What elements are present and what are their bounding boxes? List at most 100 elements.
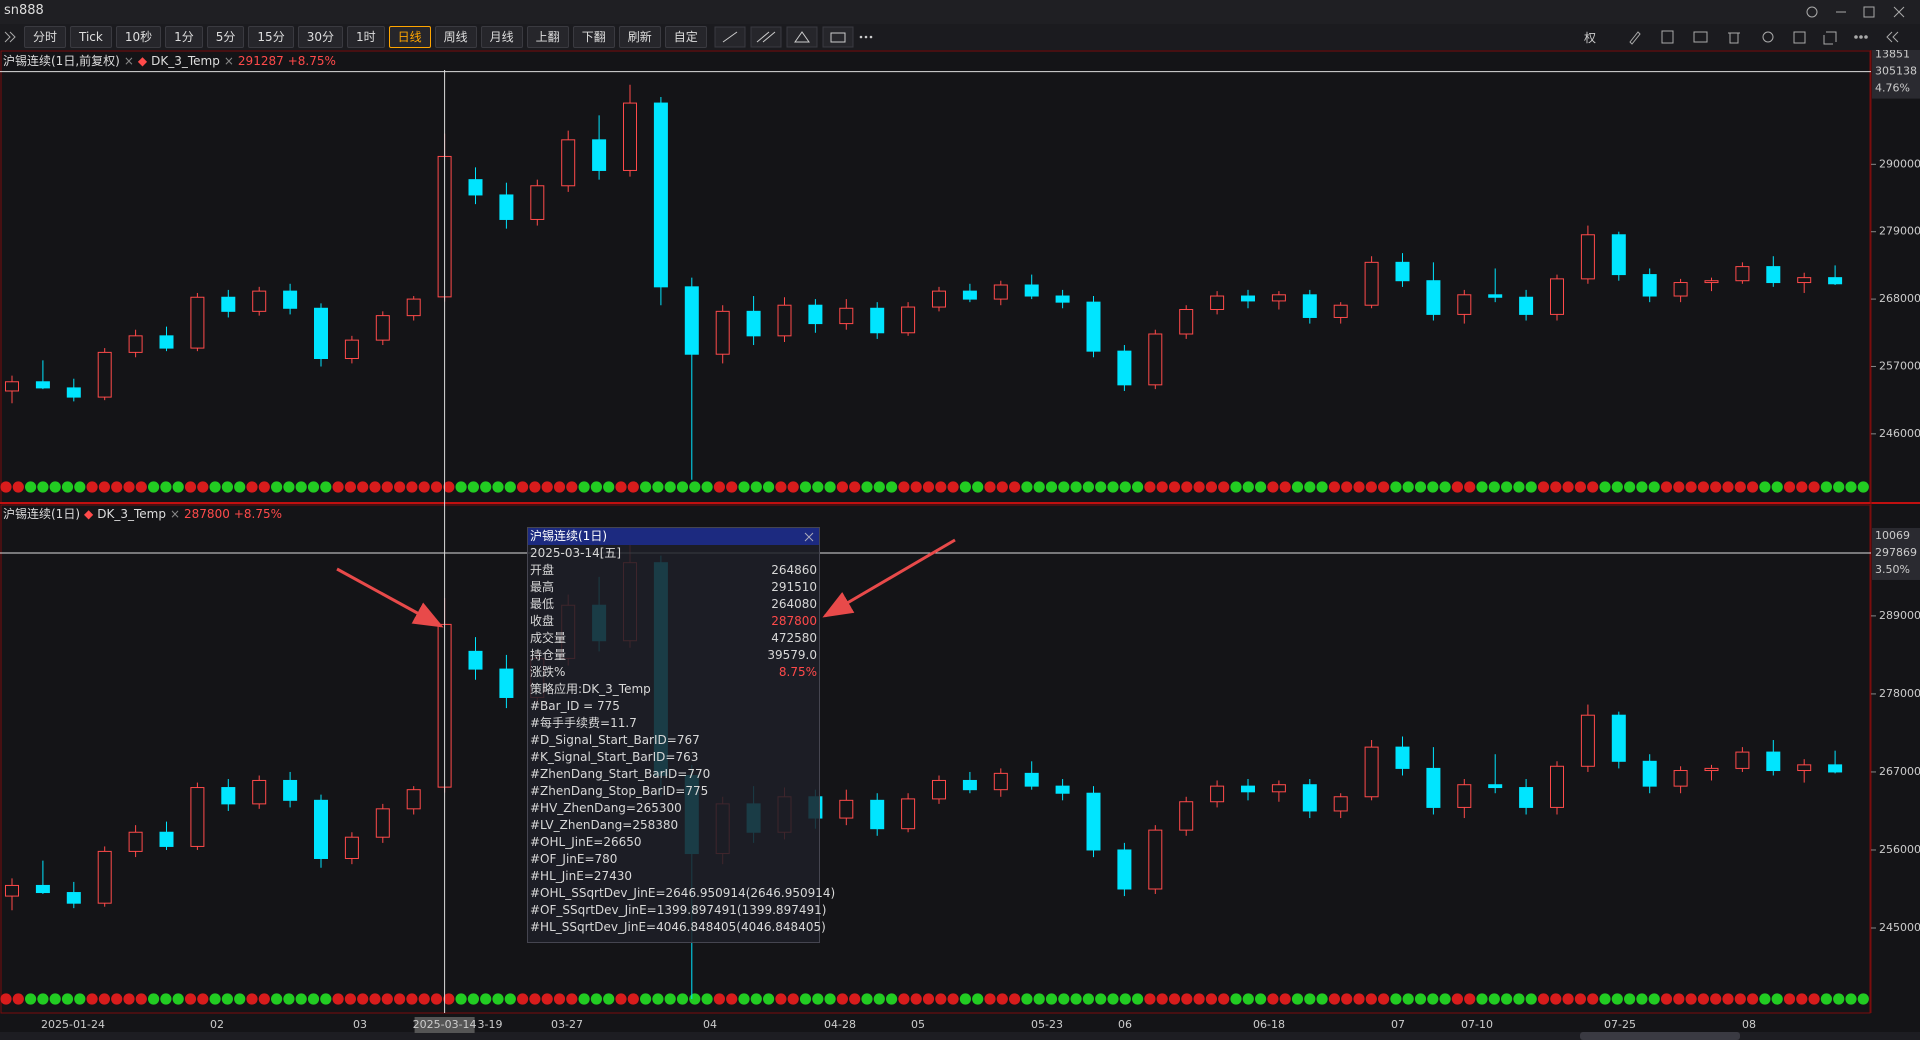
tooltip-line: #K_Signal_Start_BarID=763 <box>530 750 699 764</box>
candle-body <box>1488 784 1503 789</box>
close-icon[interactable] <box>1893 6 1905 18</box>
axis-box-price: 297869 <box>1875 546 1917 559</box>
toolbar-button[interactable]: 周线 <box>434 26 477 48</box>
rights-button[interactable]: 权 <box>1583 30 1596 45</box>
signal-dot <box>1205 481 1217 493</box>
signal-dot <box>0 481 12 493</box>
popout-icon[interactable] <box>1823 31 1837 45</box>
signal-dot <box>430 481 443 493</box>
toolbar-button[interactable]: 日线 <box>388 26 431 48</box>
signal-dot <box>1095 993 1107 1005</box>
signal-dot <box>1427 481 1439 493</box>
signal-dot <box>590 481 603 493</box>
signal-dot <box>1722 993 1734 1005</box>
signal-dot <box>86 993 98 1005</box>
candle-body <box>468 179 483 196</box>
toolbar-button[interactable]: 上翻 <box>526 26 569 48</box>
signal-dot <box>234 481 246 493</box>
signal-dot <box>1132 481 1144 493</box>
row-value: 291510 <box>771 580 817 594</box>
signal-dot <box>799 993 812 1005</box>
signal-dot <box>172 481 184 493</box>
help-icon[interactable] <box>1806 6 1818 18</box>
tooltip-line: #HL_JinE=27430 <box>530 869 633 883</box>
title-bar: sn888 <box>0 0 1920 24</box>
signal-dot <box>1033 993 1045 1005</box>
signal-dot <box>0 993 12 1005</box>
candle-body <box>1395 261 1410 282</box>
candle-body <box>1457 294 1472 315</box>
triangle-tool[interactable] <box>786 26 818 48</box>
toolbar-button[interactable]: 5分 <box>206 26 245 48</box>
candle-body <box>1210 295 1225 311</box>
toolbar-button[interactable]: Tick <box>70 26 112 48</box>
signal-dot <box>258 993 270 1005</box>
toolbar-button[interactable]: 1时 <box>346 26 385 48</box>
row-value: 287800 <box>771 614 817 628</box>
expand-icon[interactable] <box>0 27 20 47</box>
tooltip-line: #OHL_JinE=26650 <box>530 835 642 849</box>
window-icon[interactable] <box>1693 31 1708 43</box>
tooltip: 沪锡连续(1日) 2025-03-14[五] 开盘 264860 最高 291510 最… <box>527 527 835 943</box>
doc-icon[interactable] <box>1661 30 1674 44</box>
toolbar-button[interactable]: 1分 <box>165 26 203 48</box>
candle-body <box>1055 295 1070 303</box>
signal-dot <box>1771 481 1783 493</box>
signal-dot <box>332 481 344 493</box>
candle-body <box>1704 280 1719 284</box>
copy-icon[interactable] <box>1793 31 1806 44</box>
signal-dot <box>1082 993 1094 1005</box>
candle-body <box>684 286 699 355</box>
candle-body <box>962 779 977 791</box>
scrollbar[interactable] <box>0 1032 1920 1040</box>
signal-dot <box>640 993 652 1005</box>
candle-body <box>1580 714 1595 767</box>
signal-dot <box>1501 481 1513 493</box>
signal-dot <box>1365 481 1377 493</box>
tooltip-close[interactable] <box>803 531 815 543</box>
delete-icon[interactable] <box>1728 32 1740 44</box>
edit-icon[interactable] <box>1629 31 1641 45</box>
chart-title: 沪锡连续(1日,前复权) <box>3 54 120 68</box>
toolbar-button[interactable]: 30分 <box>297 26 343 48</box>
maximize-icon[interactable] <box>1863 6 1875 18</box>
signal-dot <box>1033 481 1045 493</box>
signal-dot <box>197 481 209 493</box>
toolbar-button[interactable]: 月线 <box>480 26 523 48</box>
signal-dot <box>1796 993 1808 1005</box>
toolbar-button[interactable]: 15分 <box>248 26 294 48</box>
x-tick-label: 06 <box>1118 1018 1132 1031</box>
parallel-tool[interactable] <box>750 26 782 48</box>
candle-body <box>1828 764 1843 773</box>
rect-tool[interactable] <box>822 26 854 48</box>
signal-dot <box>37 993 49 1005</box>
signal-dot <box>1525 993 1537 1005</box>
signal-dot <box>1414 993 1427 1005</box>
candle-body <box>1055 785 1070 794</box>
candle-body <box>530 185 545 220</box>
toolbar-button[interactable]: 自定 <box>664 26 707 48</box>
axis-box-price: 305138 <box>1875 65 1917 78</box>
signal-dot <box>922 993 935 1005</box>
candle-body <box>283 290 298 309</box>
signal-dot <box>935 993 947 1005</box>
signal-dot <box>1747 481 1759 493</box>
signal-dot <box>1710 481 1722 493</box>
signal-dot <box>1255 993 1267 1005</box>
signal-dot <box>1820 481 1832 493</box>
toolbar-button[interactable]: 下翻 <box>572 26 615 48</box>
signal-dot <box>295 993 307 1005</box>
toolbar-button[interactable]: 刷新 <box>618 26 661 48</box>
tooltip-line: #每手手续费=11.7 <box>530 716 637 730</box>
collapse-icon[interactable] <box>1886 31 1899 43</box>
signal-dot <box>1636 481 1648 493</box>
y-tick-label: 290000 <box>1879 157 1920 170</box>
toolbar-button[interactable]: 10秒 <box>115 26 162 48</box>
signal-dot <box>160 481 172 493</box>
scroll-thumb[interactable] <box>1580 1032 1740 1040</box>
toolbar-button[interactable]: 分时 <box>24 26 67 48</box>
signal-dot <box>1439 481 1451 493</box>
settings-icon[interactable] <box>1762 31 1774 43</box>
signal-dot <box>1291 481 1304 493</box>
signal-dot <box>1697 993 1709 1005</box>
